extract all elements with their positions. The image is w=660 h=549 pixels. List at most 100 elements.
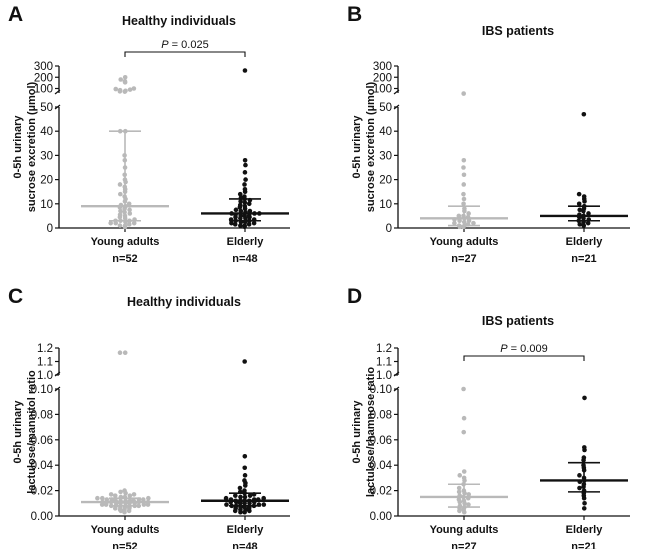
data-point	[104, 497, 110, 502]
data-point	[461, 157, 467, 163]
data-point	[122, 488, 127, 493]
data-point	[126, 201, 132, 207]
data-point	[461, 196, 467, 202]
x-category-label: Elderly	[566, 236, 604, 248]
data-point	[243, 177, 248, 182]
p-value-label: P = 0.009	[500, 343, 547, 355]
data-point	[461, 191, 466, 197]
data-point	[100, 495, 105, 501]
y-tick-label: 1.0	[376, 370, 392, 382]
y-axis-label: lactulose/mannitol ratio	[26, 370, 38, 494]
data-point	[456, 213, 462, 219]
y-tick-label: 30	[40, 150, 53, 162]
group-n-label: n=48	[232, 253, 257, 265]
y-axis-label: sucrose excretion (µmol)	[26, 81, 38, 212]
data-point	[113, 86, 119, 92]
data-point	[122, 78, 128, 84]
data-point	[127, 211, 133, 216]
data-point	[577, 485, 582, 491]
y-tick-label: 0.04	[31, 460, 54, 472]
group-n-label: n=48	[232, 541, 257, 549]
y-tick-label: 0.00	[370, 511, 392, 523]
y-tick-label: 200	[373, 72, 392, 84]
y-tick-label: 1.1	[376, 357, 392, 369]
data-point	[118, 77, 124, 82]
data-point	[466, 502, 471, 507]
data-point	[117, 87, 123, 93]
y-axis-label: 0-5h urinary	[351, 400, 363, 464]
data-point	[242, 186, 248, 192]
y-tick-label: 40	[40, 126, 53, 138]
data-point	[461, 386, 466, 392]
data-point	[242, 157, 248, 163]
data-point	[131, 86, 137, 91]
y-tick-label: 0.02	[31, 486, 53, 498]
data-point	[117, 212, 123, 217]
data-point	[243, 162, 248, 168]
y-tick-label: 0.08	[370, 409, 392, 421]
data-point	[242, 223, 247, 228]
data-point	[246, 201, 252, 207]
group-n-label: n=27	[451, 541, 476, 549]
group-n-label: n=52	[112, 253, 137, 265]
data-point	[237, 191, 243, 197]
data-point	[242, 359, 247, 364]
data-point	[108, 492, 114, 497]
x-category-label: Young adults	[91, 524, 160, 536]
y-axis-label: 0-5h urinary	[12, 115, 24, 179]
data-point	[238, 494, 243, 500]
data-point	[238, 223, 243, 228]
data-point	[242, 68, 248, 73]
data-point	[247, 208, 253, 214]
panel-b: B IBS patients 0-5h urinary sucrose excreti…	[347, 3, 630, 265]
panel-c: C Healthy individuals 0-5h urinary lactulos…	[8, 285, 290, 549]
x-category-label: Young adults	[430, 524, 499, 536]
y-tick-label: 300	[373, 61, 392, 73]
panel-title: IBS patients	[482, 24, 554, 38]
panel-title: Healthy individuals	[122, 14, 236, 28]
y-axis-label: sucrose excretion (µmol)	[365, 81, 377, 212]
data-point	[581, 111, 587, 117]
significance-bracket	[463, 355, 585, 361]
y-tick-label: 1.0	[37, 370, 53, 382]
data-point	[131, 492, 137, 497]
y-tick-label: 100	[373, 84, 392, 96]
axis-break	[393, 89, 400, 95]
data-point	[117, 182, 123, 187]
y-tick-label: 0.08	[31, 409, 53, 421]
data-point	[122, 74, 128, 80]
y-tick-label: 0.06	[370, 435, 392, 447]
data-point	[118, 191, 123, 197]
data-point	[122, 223, 128, 228]
data-point	[585, 220, 591, 226]
data-point	[466, 218, 472, 224]
data-point	[229, 220, 234, 226]
data-point	[140, 497, 146, 502]
y-tick-label: 50	[379, 102, 392, 114]
panel-letter: D	[347, 285, 362, 308]
data-point	[242, 182, 247, 187]
data-point	[224, 502, 229, 507]
x-category-label: Elderly	[227, 236, 265, 248]
y-tick-label: 200	[34, 72, 53, 84]
data-point	[581, 455, 587, 460]
y-tick-label: 0	[47, 223, 53, 235]
y-tick-label: 0.04	[370, 460, 393, 472]
data-point	[582, 395, 587, 401]
y-tick-label: 100	[34, 84, 53, 96]
group-n-label: n=52	[112, 541, 137, 549]
data-point	[246, 222, 252, 227]
data-point	[586, 211, 591, 216]
y-axis-label: 0-5h urinary	[351, 115, 363, 179]
data-point	[238, 213, 243, 219]
data-point	[242, 454, 248, 459]
data-point	[238, 208, 244, 214]
data-point	[581, 506, 587, 511]
data-point	[117, 350, 123, 356]
data-point	[117, 223, 123, 228]
y-tick-label: 1.2	[376, 343, 392, 355]
y-tick-label: 1.1	[37, 357, 53, 369]
y-tick-label: 40	[379, 126, 392, 138]
y-tick-label: 0.10	[31, 384, 53, 396]
data-point	[461, 429, 467, 435]
